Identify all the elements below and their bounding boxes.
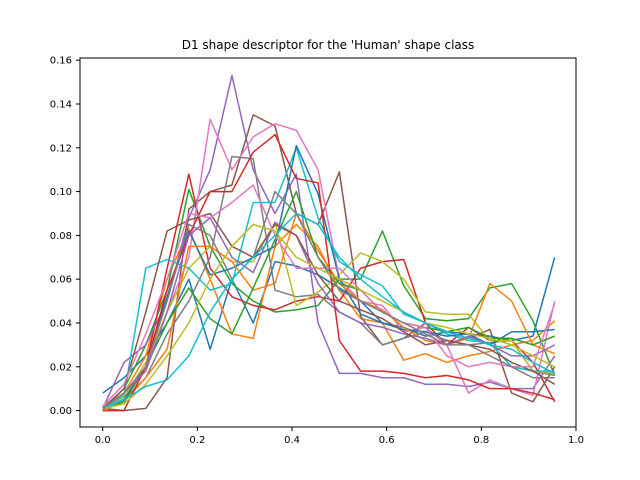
series-layer	[102, 74, 556, 412]
series-line-17	[102, 184, 556, 407]
series-line-6	[102, 114, 556, 412]
y-tick-label: 0.00	[50, 406, 72, 417]
y-tick-label: 0.06	[50, 275, 72, 286]
series-line-16	[102, 212, 556, 409]
x-tick-label: 0.8	[473, 435, 489, 446]
series-line-15	[102, 217, 556, 409]
x-tick-label: 0.6	[379, 435, 395, 446]
y-tick-label: 0.02	[50, 362, 72, 373]
series-line-19	[102, 223, 556, 410]
series-line-9	[102, 221, 555, 407]
y-tick-label: 0.14	[50, 99, 72, 110]
x-tick-label: 0.2	[189, 435, 205, 446]
y-tick-label: 0.12	[50, 143, 72, 154]
y-tick-label: 0.16	[50, 56, 72, 67]
series-line-7	[102, 118, 556, 407]
y-tick-label: 0.08	[50, 231, 72, 242]
chart-title: D1 shape descriptor for the 'Human' shap…	[182, 38, 475, 52]
series-line-3	[102, 188, 556, 409]
x-tick-label: 1.0	[568, 435, 584, 446]
x-tick-label: 0.4	[284, 435, 300, 446]
series-line-20	[102, 212, 556, 410]
series-line-13	[102, 190, 555, 410]
x-tick-label: 0.0	[95, 435, 111, 446]
plot-frame	[79, 57, 577, 428]
series-line-8	[102, 155, 555, 410]
y-tick-label: 0.10	[50, 187, 72, 198]
y-tick-label: 0.04	[50, 318, 72, 329]
axes-layer: 0.0 0.2 0.4 0.6 0.8 1.0 0.00 0.02 0.04 0.06 0.08 0.…	[50, 56, 584, 446]
